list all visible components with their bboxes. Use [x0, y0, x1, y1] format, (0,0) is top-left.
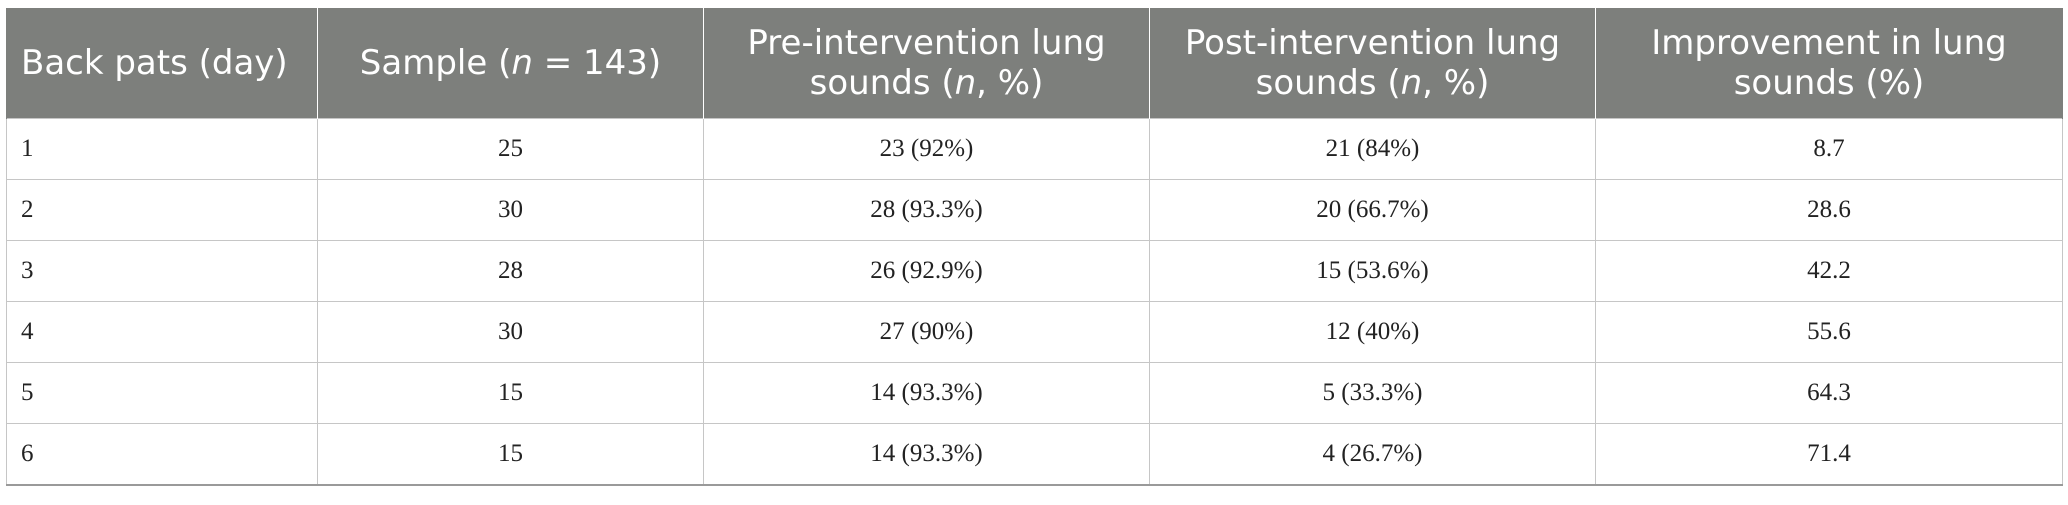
- table-row: 2 30 28 (93.3%) 20 (66.7%) 28.6: [6, 179, 2063, 241]
- table-row: 4 30 27 (90%) 12 (40%) 55.6: [6, 301, 2063, 363]
- cell-sample: 28: [317, 240, 704, 302]
- cell-day: 5: [6, 362, 318, 424]
- header-improvement: Improvement in lung sounds (%): [1595, 8, 2063, 119]
- cell-pre: 14 (93.3%): [703, 423, 1150, 486]
- cell-post: 4 (26.7%): [1149, 423, 1596, 486]
- cell-sample: 15: [317, 362, 704, 424]
- cell-day: 1: [6, 118, 318, 180]
- cell-post: 15 (53.6%): [1149, 240, 1596, 302]
- table-row: 5 15 14 (93.3%) 5 (33.3%) 64.3: [6, 362, 2063, 424]
- cell-day: 4: [6, 301, 318, 363]
- cell-sample: 25: [317, 118, 704, 180]
- header-sample: Sample (n = 143): [317, 8, 704, 119]
- table-row: 1 25 23 (92%) 21 (84%) 8.7: [6, 118, 2063, 180]
- cell-sample: 30: [317, 301, 704, 363]
- cell-post: 20 (66.7%): [1149, 179, 1596, 241]
- cell-day: 2: [6, 179, 318, 241]
- header-row: Back pats (day) Sample (n = 143) Pre-int…: [6, 8, 2063, 119]
- cell-improvement: 42.2: [1595, 240, 2063, 302]
- cell-post: 12 (40%): [1149, 301, 1596, 363]
- cell-pre: 14 (93.3%): [703, 362, 1150, 424]
- data-table-container: Back pats (day) Sample (n = 143) Pre-int…: [6, 8, 2063, 486]
- cell-improvement: 64.3: [1595, 362, 2063, 424]
- cell-pre: 28 (93.3%): [703, 179, 1150, 241]
- cell-pre: 26 (92.9%): [703, 240, 1150, 302]
- header-pre-intervention: Pre-intervention lung sounds (n, %): [703, 8, 1150, 119]
- table-row: 3 28 26 (92.9%) 15 (53.6%) 42.2: [6, 240, 2063, 302]
- cell-pre: 23 (92%): [703, 118, 1150, 180]
- cell-post: 21 (84%): [1149, 118, 1596, 180]
- cell-improvement: 55.6: [1595, 301, 2063, 363]
- table-row: 6 15 14 (93.3%) 4 (26.7%) 71.4: [6, 423, 2063, 486]
- cell-sample: 30: [317, 179, 704, 241]
- cell-day: 3: [6, 240, 318, 302]
- cell-sample: 15: [317, 423, 704, 486]
- header-post-intervention: Post-intervention lung sounds (n, %): [1149, 8, 1596, 119]
- cell-day: 6: [6, 423, 318, 486]
- lung-sounds-table: Back pats (day) Sample (n = 143) Pre-int…: [6, 8, 2063, 486]
- header-back-pats-day: Back pats (day): [6, 8, 318, 119]
- cell-improvement: 8.7: [1595, 118, 2063, 180]
- cell-improvement: 28.6: [1595, 179, 2063, 241]
- cell-improvement: 71.4: [1595, 423, 2063, 486]
- cell-post: 5 (33.3%): [1149, 362, 1596, 424]
- cell-pre: 27 (90%): [703, 301, 1150, 363]
